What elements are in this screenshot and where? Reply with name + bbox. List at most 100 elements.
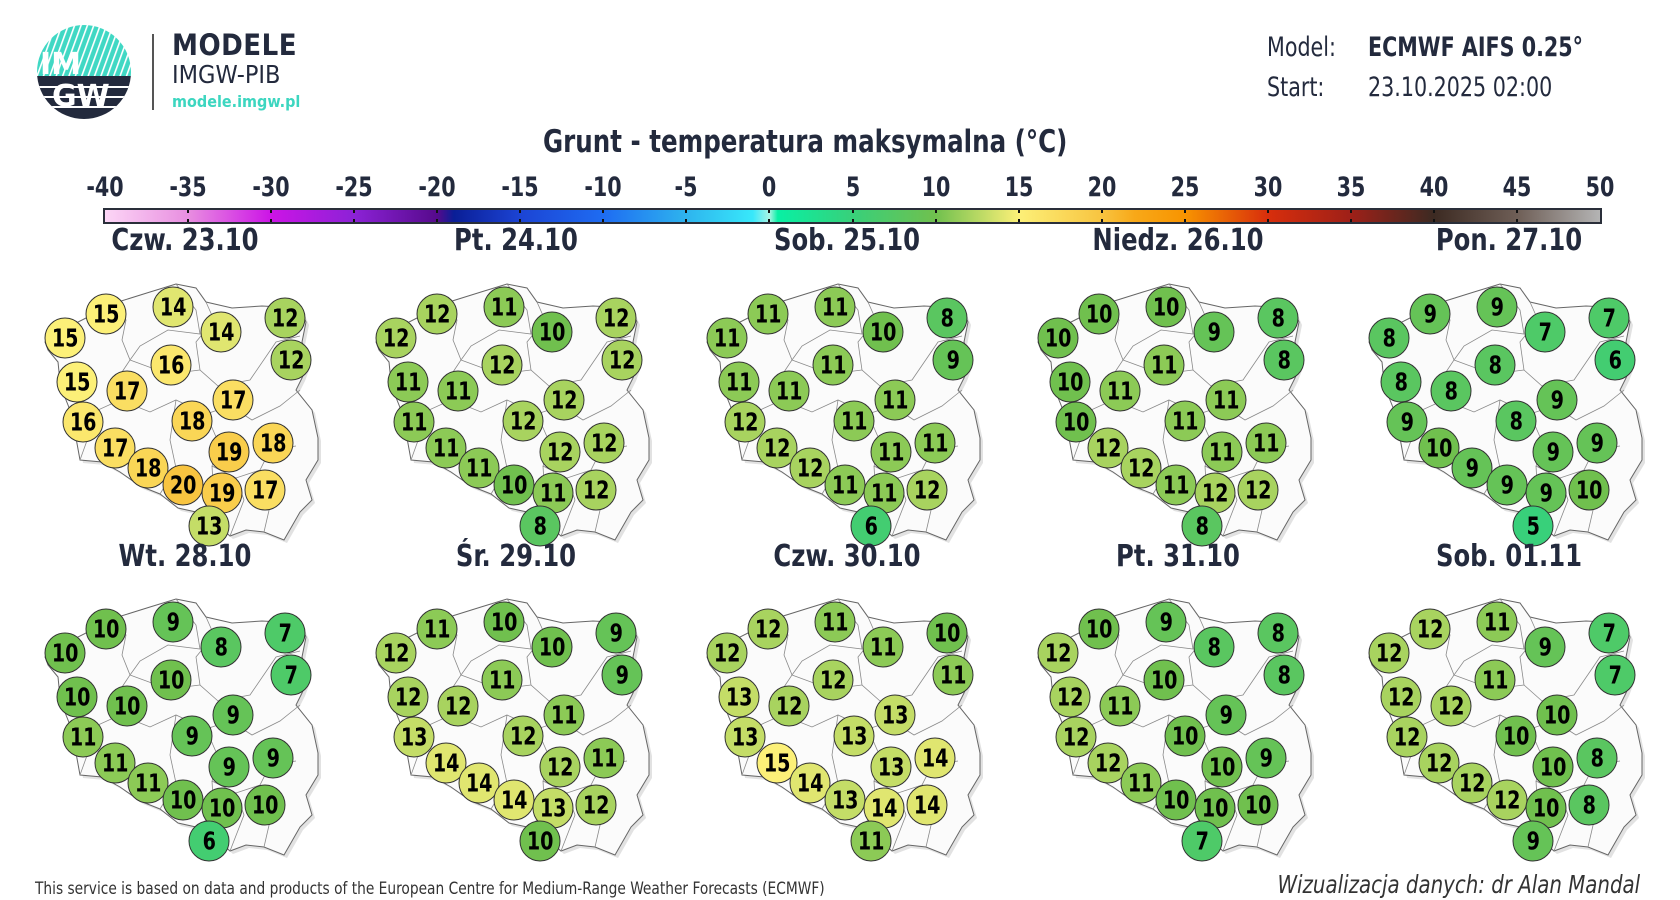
temperature-value: 17 [113, 376, 141, 406]
temperature-marker: 11 [833, 400, 875, 442]
temperature-value: 11 [1127, 768, 1155, 798]
temperature-marker: 12 [812, 659, 854, 701]
temperature-value: 10 [1171, 721, 1199, 751]
temperature-value: 11 [939, 660, 967, 690]
temperature-marker: 11 [862, 626, 904, 668]
temperature-marker: 18 [252, 422, 294, 464]
colorbar-tick-label: 5 [845, 172, 860, 203]
temperature-value: 14 [159, 292, 187, 322]
temperature-marker: 8 [1263, 339, 1305, 381]
colorbar-tick [270, 219, 273, 222]
temperature-value: 9 [222, 752, 236, 782]
temperature-marker: 6 [1594, 339, 1636, 381]
temperature-value: 9 [609, 618, 623, 648]
start-value: 23.10.2025 02:00 [1368, 72, 1553, 103]
temperature-marker: 9 [932, 339, 974, 381]
temperature-value: 8 [533, 511, 547, 541]
temperature-marker: 10 [483, 601, 525, 643]
brand-url-link[interactable]: modele.imgw.pl [172, 92, 301, 111]
temperature-value: 9 [1590, 428, 1604, 458]
temperature-marker: 12 [539, 431, 581, 473]
temperature-value: 7 [1602, 303, 1616, 333]
region-border [741, 616, 793, 776]
temperature-value: 5 [1526, 511, 1540, 541]
temperature-value: 8 [1394, 367, 1408, 397]
temperature-value: 12 [546, 437, 574, 467]
colorbar-tick-label: -35 [169, 172, 207, 203]
temperature-marker: 11 [914, 422, 956, 464]
temperature-marker: 14 [906, 784, 948, 826]
temperature-marker: 18 [171, 400, 213, 442]
temperature-value: 13 [539, 793, 567, 823]
temperature-marker: 9 [252, 737, 294, 779]
temperature-marker: 10 [493, 464, 535, 506]
temperature-marker: 10 [862, 311, 904, 353]
temperature-value: 10 [1150, 665, 1178, 695]
temperature-marker: 11 [932, 654, 974, 696]
temperature-value: 10 [1543, 700, 1571, 730]
poland-map: 10 9 8 7 10 7 10 10 10 9 11 9 9 9 11 11 10 10 10 6 [0, 565, 340, 865]
temperature-value: 10 [92, 614, 120, 644]
colorbar-tick-label: -5 [674, 172, 698, 203]
temperature-value: 11 [490, 292, 518, 322]
day-label: Wt. 28.10 [118, 539, 252, 574]
day-label: Sob. 25.10 [773, 223, 921, 258]
temperature-value: 11 [550, 700, 578, 730]
temperature-marker: 11 [458, 447, 500, 489]
temperature-marker: 9 [1409, 293, 1451, 335]
temperature-marker: 10 [56, 676, 98, 718]
temperature-marker: 7 [1524, 311, 1566, 353]
temperature-marker: 11 [1155, 464, 1197, 506]
temperature-marker: 12 [375, 632, 417, 674]
temperature-marker: 7 [264, 612, 306, 654]
temperature-value: 14 [465, 768, 493, 798]
temperature-marker: 12 [1055, 716, 1097, 758]
temperature-value: 10 [51, 638, 79, 668]
temperature-value: 12 [382, 638, 410, 668]
temperature-value: 12 [731, 407, 759, 437]
colorbar-tick [1183, 219, 1186, 222]
temperature-marker: 10 [1037, 317, 1079, 359]
temperature-marker: 10 [1201, 746, 1243, 788]
temperature-value: 11 [432, 433, 460, 463]
temperature-marker: 17 [244, 469, 286, 511]
region-border [1072, 616, 1124, 776]
colorbar-tick [1100, 210, 1103, 213]
temperature-marker: 11 [870, 431, 912, 473]
temperature-value: 6 [1608, 345, 1622, 375]
colorbar-tick [1432, 210, 1435, 213]
temperature-marker: 11 [387, 361, 429, 403]
temperature-value: 10 [1044, 323, 1072, 353]
colorbar-tick [1515, 219, 1518, 222]
temperature-marker: 11 [1120, 762, 1162, 804]
temperature-value: 12 [1094, 433, 1122, 463]
colorbar-tick [1349, 219, 1352, 222]
temperature-marker: 10 [1055, 401, 1097, 443]
temperature-value: 12 [1094, 748, 1122, 778]
temperature-marker: 9 [1476, 286, 1518, 328]
temperature-value: 11 [400, 407, 428, 437]
temperature-value: 10 [1539, 752, 1567, 782]
colorbar-tick-label: -40 [86, 172, 124, 203]
colorbar-tick-label: 0 [762, 172, 777, 203]
temperature-value: 12 [754, 614, 782, 644]
colorbar-tick-label: -10 [584, 172, 622, 203]
temperature-marker: 10 [106, 685, 148, 727]
temperature-marker: 5 [1512, 505, 1554, 547]
temperature-marker: 15 [44, 317, 86, 359]
model-value: ECMWF AIFS 0.25° [1368, 32, 1583, 63]
temperature-marker: 16 [62, 401, 104, 443]
temperature-marker: 8 [1576, 737, 1618, 779]
temperature-value: 10 [1244, 790, 1272, 820]
temperature-value: 15 [92, 299, 120, 329]
temperature-value: 8 [1277, 660, 1291, 690]
temperature-value: 12 [1062, 722, 1090, 752]
temperature-value: 9 [1500, 470, 1514, 500]
temperature-marker: 9 [1512, 820, 1554, 862]
temperature-marker: 12 [1430, 685, 1472, 727]
region-border [79, 616, 131, 776]
temperature-marker: 12 [1237, 469, 1279, 511]
colorbar-tick [436, 210, 439, 213]
temperature-marker: 7 [270, 654, 312, 696]
temperature-value: 10 [169, 785, 197, 815]
